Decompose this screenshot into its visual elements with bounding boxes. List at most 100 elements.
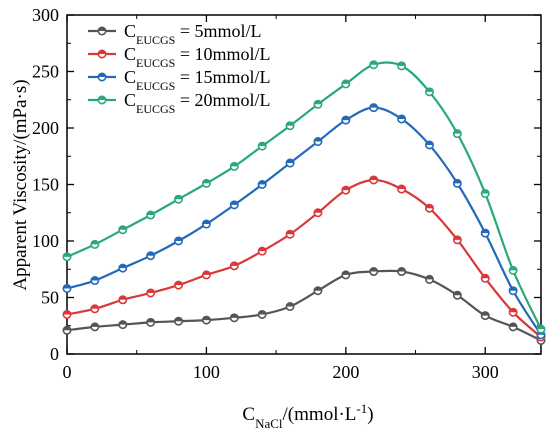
data-point-s1-8-fill: [258, 311, 266, 315]
data-point-s2-15-fill: [454, 236, 461, 240]
data-point-s4-6: [201, 178, 211, 188]
data-point-s4-1: [62, 252, 72, 262]
data-point-s1-7-fill: [230, 314, 238, 318]
data-point-s4-12: [369, 60, 379, 70]
data-point-s2-7-fill: [230, 262, 238, 266]
data-point-s4-17: [508, 265, 518, 275]
y-tick-label: 300: [32, 5, 59, 25]
data-point-s1-2: [90, 322, 100, 332]
data-point-s3-4: [146, 251, 156, 261]
data-point-s3-10: [313, 137, 323, 147]
data-point-s4-5: [174, 194, 184, 204]
data-point-s3-16: [480, 228, 490, 238]
series-layer: [62, 60, 546, 345]
data-point-s4-18-fill: [537, 325, 545, 330]
data-point-s4-16: [480, 189, 490, 199]
legend-label-tail: = 5mmol/L: [175, 21, 261, 41]
data-point-s2-13: [397, 184, 407, 194]
data-point-s2-7: [229, 261, 239, 271]
data-point-s3-11: [341, 115, 351, 125]
data-point-s2-3-fill: [119, 296, 127, 300]
x-axis-title: CNaCl/(mmol·L-1): [242, 401, 373, 431]
data-point-s2-11-fill: [342, 186, 350, 191]
data-point-s1-5-fill: [175, 317, 182, 322]
legend-marker-3: [97, 72, 107, 82]
data-point-s1-1-fill: [63, 326, 71, 331]
data-point-s1-15: [452, 290, 462, 300]
series-line-1: [65, 269, 543, 342]
data-point-s4-15-fill: [454, 130, 461, 134]
legend-label-main: C: [124, 44, 136, 64]
data-point-s2-16-fill: [481, 274, 489, 279]
data-point-s4-9-fill: [286, 122, 294, 126]
y-tick-label: 150: [32, 175, 59, 195]
data-point-s1-3-fill: [119, 321, 127, 325]
data-point-s2-12-fill: [370, 176, 378, 180]
data-point-s3-11-fill: [342, 116, 350, 121]
data-point-s4-13-fill: [398, 62, 405, 66]
legend-entry-3: CEUCGS = 15mmol/L: [88, 67, 271, 93]
data-point-s1-13: [397, 267, 407, 277]
data-point-s1-2-fill: [91, 323, 99, 327]
data-point-s3-14-fill: [426, 141, 433, 145]
y-tick-label: 50: [41, 288, 59, 308]
data-point-s1-8: [257, 309, 267, 319]
series-3: [62, 103, 546, 340]
data-point-s4-14-fill: [426, 88, 433, 92]
data-point-s4-10: [313, 99, 323, 109]
data-point-s4-11-fill: [342, 80, 350, 84]
data-point-s4-18: [536, 324, 546, 334]
data-point-s3-12: [369, 103, 379, 113]
data-point-s2-16: [480, 273, 490, 283]
x-tick-label: 200: [332, 362, 359, 382]
legend-label: CEUCGS = 10mmol/L: [124, 44, 271, 70]
data-point-s4-3: [118, 225, 128, 235]
data-point-s1-6: [201, 315, 211, 325]
data-point-s4-10-fill: [314, 100, 322, 105]
data-point-s3-8-fill: [258, 181, 266, 185]
y-tick-label: 0: [50, 344, 59, 364]
legend-label-tail: = 10mmol/L: [175, 44, 270, 64]
data-point-s4-17-fill: [509, 267, 517, 271]
data-point-s2-2: [90, 304, 100, 314]
data-point-s2-10-fill: [314, 209, 322, 213]
data-point-s1-9: [285, 302, 295, 312]
legend-label-sub: EUCGS: [136, 56, 175, 70]
legend-label-main: C: [124, 67, 136, 87]
data-point-s1-9-fill: [286, 303, 294, 307]
data-point-s3-15: [452, 178, 462, 188]
data-point-s1-15-fill: [454, 291, 461, 296]
legend-label-sub: EUCGS: [136, 79, 175, 93]
data-point-s1-1: [62, 325, 72, 335]
legend-label: CEUCGS = 15mmol/L: [124, 67, 271, 93]
legend-marker-2: [97, 49, 107, 59]
data-point-s3-2-fill: [91, 277, 99, 281]
data-point-s4-9: [285, 121, 295, 131]
data-point-s4-12-fill: [370, 61, 378, 65]
data-point-s2-4: [146, 288, 156, 298]
data-point-s2-14-fill: [426, 204, 433, 209]
legend-label-sub: EUCGS: [136, 33, 175, 47]
series-1: [62, 267, 546, 345]
legend-label-main: C: [124, 90, 136, 110]
data-point-s2-10: [313, 208, 323, 218]
data-point-s3-3-fill: [119, 264, 127, 269]
data-point-s1-6-fill: [203, 316, 210, 321]
data-point-s3-9-fill: [286, 159, 294, 164]
data-point-s1-14-fill: [426, 276, 433, 280]
data-point-s4-14: [424, 87, 434, 97]
data-point-s2-4-fill: [147, 289, 154, 293]
data-point-s3-10-fill: [314, 138, 322, 142]
data-point-s3-1-fill: [63, 285, 71, 289]
data-point-s4-15: [452, 129, 462, 139]
data-point-s4-4: [146, 210, 156, 220]
data-point-s3-5: [174, 236, 184, 246]
data-point-s4-11: [341, 79, 351, 89]
data-point-s4-5-fill: [175, 195, 182, 200]
data-point-s1-17: [508, 322, 518, 332]
data-point-s1-14: [424, 274, 434, 284]
data-point-s2-11: [341, 185, 351, 195]
legend-marker-1-fill: [98, 27, 106, 31]
